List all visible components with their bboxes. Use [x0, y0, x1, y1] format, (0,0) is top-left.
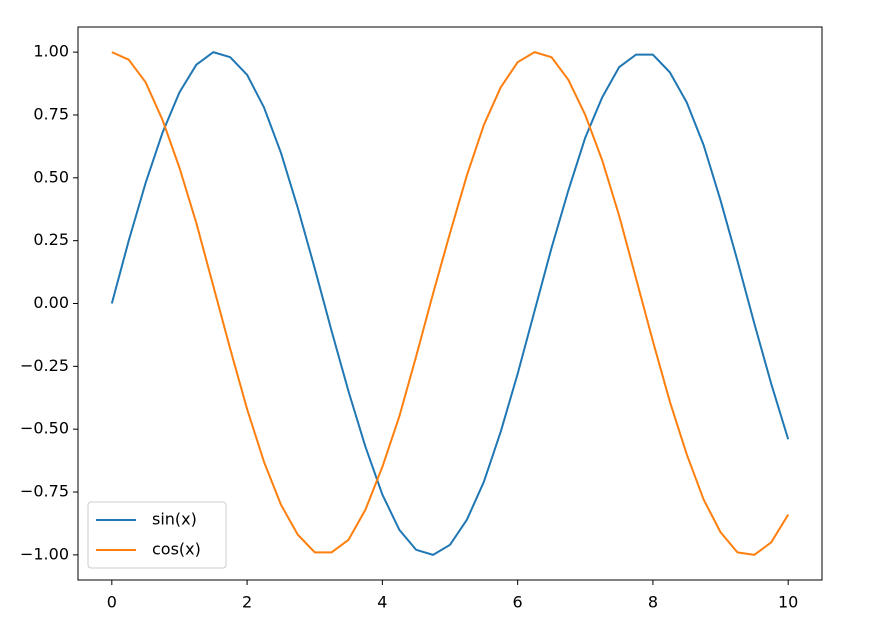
line-series: [110, 51, 790, 556]
y-tick-label: 0.25: [33, 230, 69, 249]
y-tick-label: −0.75: [20, 482, 69, 501]
x-tick-label: 6: [513, 593, 523, 612]
y-tick-label: −0.25: [20, 356, 69, 375]
legend-label: cos(x): [152, 540, 201, 559]
y-tick-label: 0.00: [33, 293, 69, 312]
plot-area: [78, 27, 822, 580]
line-series: [111, 51, 790, 556]
x-tick-label: 8: [648, 593, 658, 612]
x-tick-label: 4: [377, 593, 387, 612]
y-tick-label: 0.75: [33, 104, 69, 123]
legend-label: sin(x): [152, 510, 197, 529]
y-tick-label: −0.50: [20, 419, 69, 438]
x-tick-label: 0: [107, 593, 117, 612]
y-tick-label: 1.00: [33, 42, 69, 61]
legend-box: [87, 501, 227, 569]
x-tick-label: 2: [242, 593, 252, 612]
x-tick-label: 10: [778, 593, 798, 612]
y-tick-label: 0.50: [33, 167, 69, 186]
y-tick-label: −1.00: [20, 544, 69, 563]
axes-frame: [77, 26, 823, 581]
